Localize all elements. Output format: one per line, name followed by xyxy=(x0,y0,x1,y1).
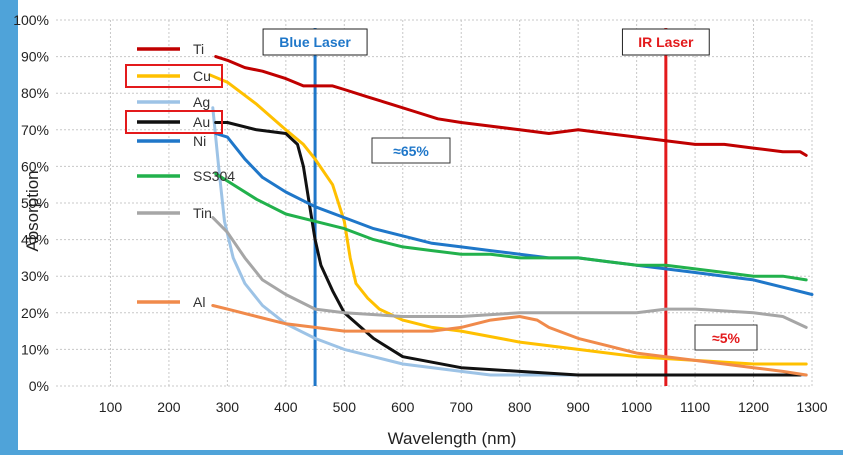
y-tick-label: 40% xyxy=(21,232,49,248)
x-tick-label: 100 xyxy=(99,399,123,415)
y-tick-label: 90% xyxy=(21,49,49,65)
y-tick-label: 0% xyxy=(29,378,49,394)
x-tick-label: 900 xyxy=(566,399,590,415)
series-line-al xyxy=(211,304,808,377)
x-tick-label: 800 xyxy=(508,399,532,415)
y-tick-label: 80% xyxy=(21,85,49,101)
callout-label: ≈5% xyxy=(712,330,740,346)
legend-label: Cu xyxy=(193,68,211,84)
chart-background xyxy=(18,0,843,450)
x-tick-label: 600 xyxy=(391,399,415,415)
x-tick-label: 200 xyxy=(157,399,181,415)
callout-box xyxy=(371,137,451,164)
x-tick-label: 400 xyxy=(274,399,298,415)
series-line-ni xyxy=(214,132,814,296)
callout-label: ≈65% xyxy=(393,143,429,159)
x-axis-label: Wavelength (nm) xyxy=(388,429,517,448)
legend-label: Tin xyxy=(193,205,212,221)
laser-label-box xyxy=(262,28,368,56)
series-line-ss304 xyxy=(214,172,808,282)
legend-label: Ti xyxy=(193,41,204,57)
legend-label: Al xyxy=(193,294,205,310)
y-axis-label: Absorption xyxy=(23,170,42,251)
x-tick-label: 1100 xyxy=(680,399,710,415)
y-tick-label: 30% xyxy=(21,268,49,284)
laser-label-box xyxy=(621,28,710,56)
legend-label: Ni xyxy=(193,133,206,149)
x-tick-label: 500 xyxy=(333,399,357,415)
legend-highlight-box xyxy=(125,64,223,88)
x-tick-label: 1000 xyxy=(621,399,652,415)
x-tick-label: 300 xyxy=(216,399,240,415)
series-line-ti xyxy=(214,55,808,157)
series-line-au xyxy=(214,121,802,377)
laser-label: Blue Laser xyxy=(279,34,351,50)
x-tick-label: 1200 xyxy=(738,399,769,415)
series-line-tin xyxy=(211,216,808,329)
legend-highlight-box xyxy=(125,110,223,134)
y-tick-label: 50% xyxy=(21,195,49,211)
legend-label: SS304 xyxy=(193,168,235,184)
y-tick-label: 100% xyxy=(13,12,49,28)
x-tick-label: 700 xyxy=(450,399,474,415)
y-tick-label: 10% xyxy=(21,341,49,357)
callout-box xyxy=(694,324,758,351)
y-tick-label: 60% xyxy=(21,158,49,174)
legend-label: Ag xyxy=(193,94,210,110)
laser-label: IR Laser xyxy=(638,34,694,50)
legend-label: Au xyxy=(193,114,210,130)
x-tick-label: 1300 xyxy=(796,399,827,415)
y-tick-label: 20% xyxy=(21,305,49,321)
series-line-cu xyxy=(208,73,808,366)
y-tick-label: 70% xyxy=(21,122,49,138)
